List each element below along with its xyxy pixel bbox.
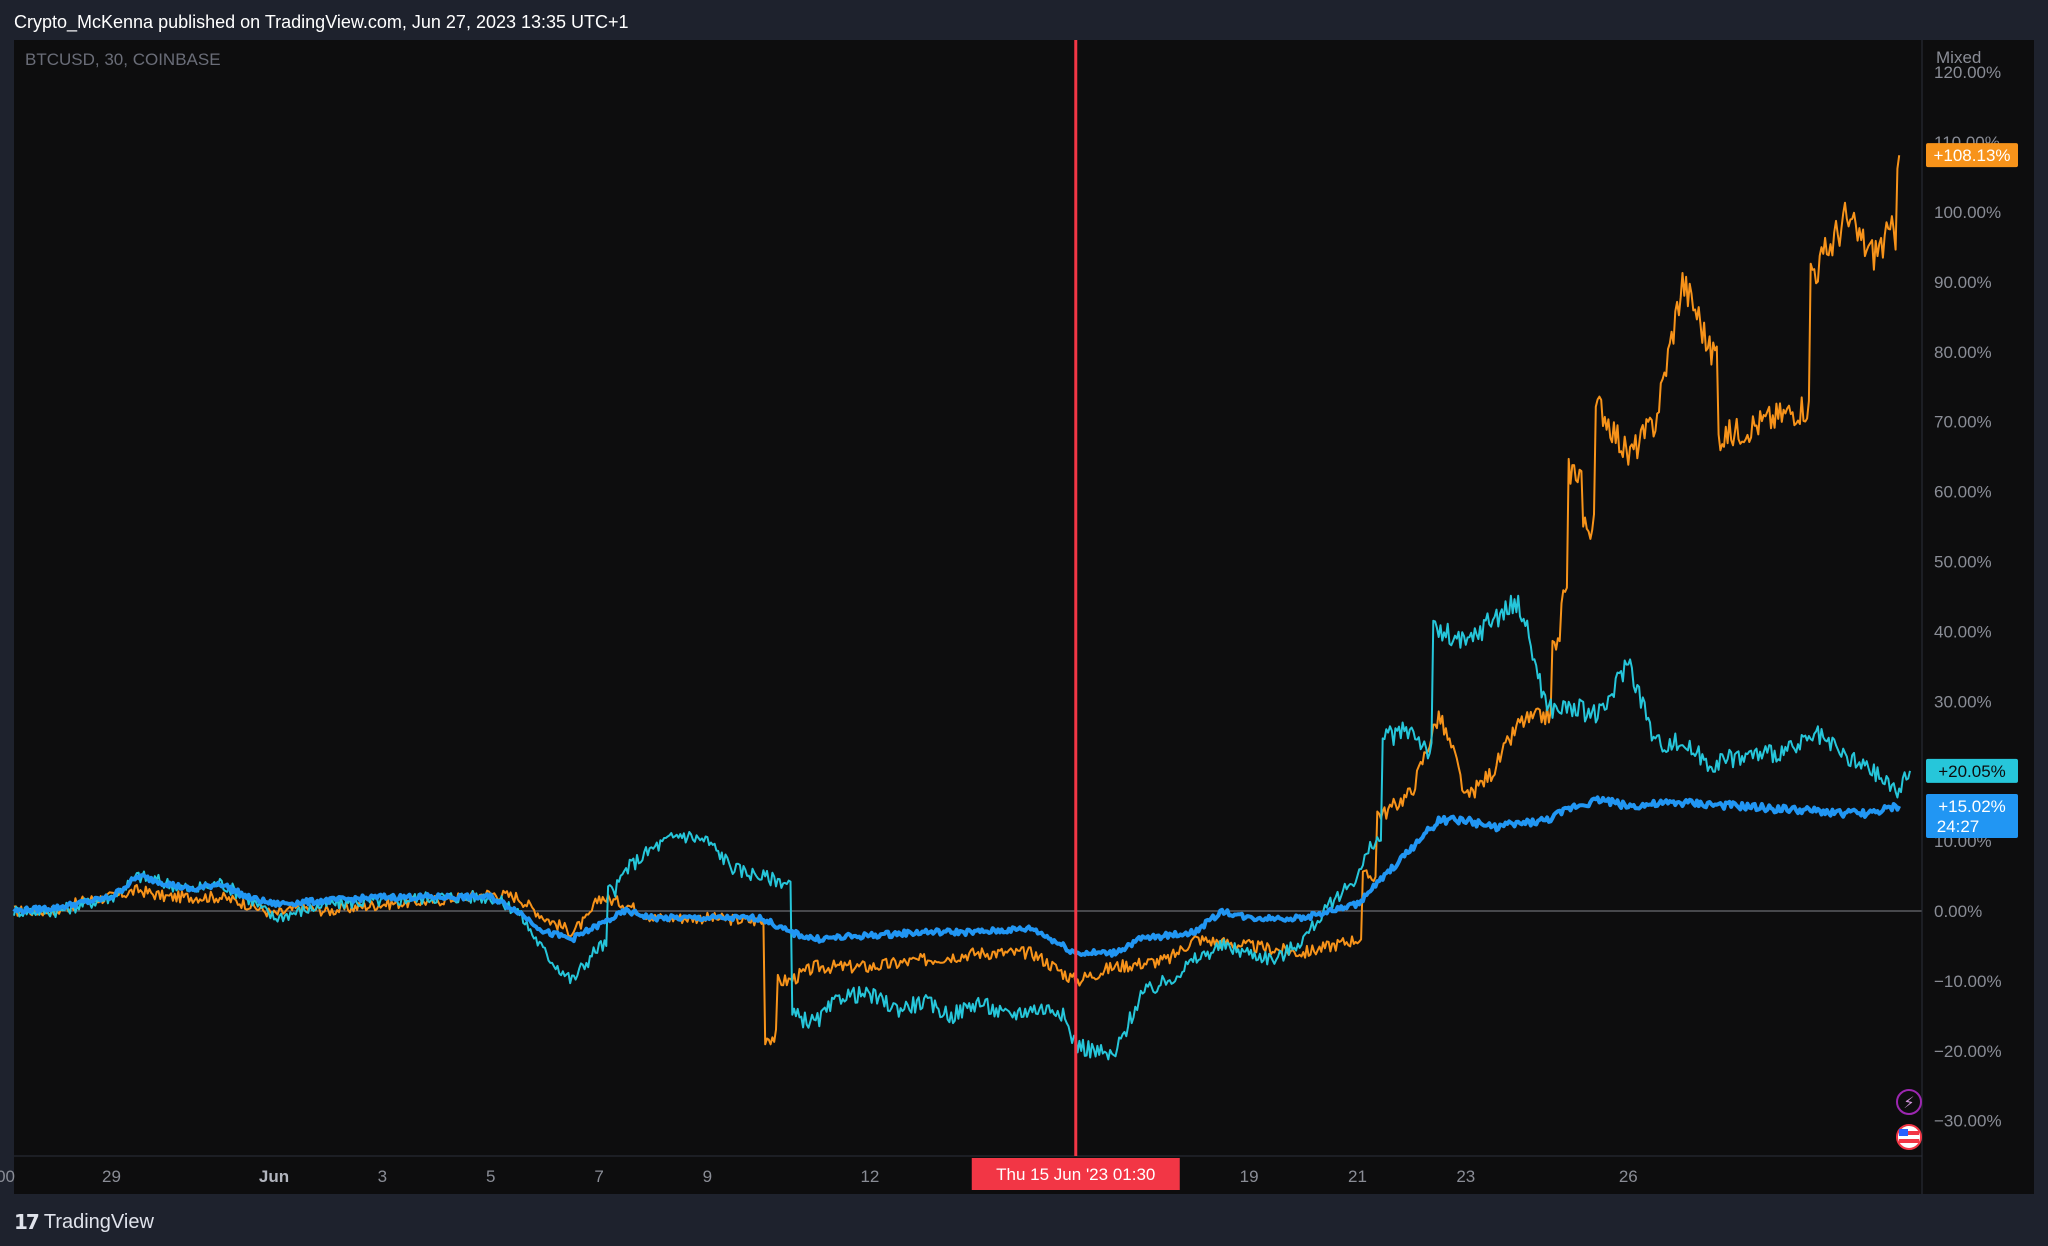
tradingview-brand[interactable]: 𝟭𝟳 TradingView [14,1210,154,1235]
tradingview-logo-icon: 𝟭𝟳 [14,1212,40,1234]
x-tick-label: 21 [1348,1167,1367,1186]
x-tick-label: 26 [1619,1167,1638,1186]
flag-stripe [1899,1139,1919,1143]
crosshair-time-badge [971,1158,1180,1190]
y-tick-label: 50.00% [1934,553,1992,572]
y-tick-label: 60.00% [1934,483,1992,502]
symbol-label[interactable]: BTCUSD, 30, COINBASE [25,50,221,69]
y-tick-label: 100.00% [1934,203,2001,222]
x-tick-label: 3 [378,1167,387,1186]
y-tick-label: 90.00% [1934,273,1992,292]
y-tick-label: −10.00% [1934,972,2002,991]
y-tick-label: −20.00% [1934,1042,2002,1061]
last-value-badge [1926,143,2018,168]
flag-canton [1899,1129,1908,1136]
series-line [12,795,1901,958]
y-tick-label: 30.00% [1934,692,1992,711]
y-tick-label: 120.00% [1934,63,2001,82]
chart-pane[interactable] [14,40,2034,1194]
y-tick-label: 70.00% [1934,413,1992,432]
lightning-icon [1896,1089,1922,1115]
published-header: Crypto_McKenna published on TradingView.… [14,12,629,32]
x-tick-label: 29 [102,1167,121,1186]
last-value-label: +15.02% [1938,797,2006,816]
y-tick-label: 0.00% [1934,902,1982,921]
series-line [13,155,1901,1046]
scale-mode-button[interactable]: Mixed [1936,48,1982,67]
lightning-glyph: ⚡ [1903,1093,1914,1112]
last-value-badge [1926,794,2018,839]
us-flag-icon [1896,1124,1922,1150]
last-value-badge [1926,758,2018,783]
last-value-label: +108.13% [1933,146,2010,165]
x-tick-label: 19 [1240,1167,1259,1186]
series-line [13,594,1911,1061]
overlay-layer: +108.13% +20.05% +15.02%24:27 Thu 15 Jun '2… [971,40,2018,1190]
x-tick-label: Jun [259,1167,289,1186]
x-tick-label: 23 [1456,1167,1475,1186]
x-tick-label: 5 [486,1167,495,1186]
x-tick-label: :00 [0,1167,15,1186]
y-tick-label: 80.00% [1934,343,1992,362]
x-tick-label: 7 [594,1167,603,1186]
x-tick-label: 12 [860,1167,879,1186]
series-layer [12,155,1911,1061]
brand-label: TradingView [43,1211,154,1233]
flag-stripe [1899,1131,1919,1135]
y-tick-label: 40.00% [1934,622,1992,641]
y-tick-label: −30.00% [1934,1112,2002,1131]
axis-layer: 120.00%110.00%100.00%90.00%80.00%70.00%6… [0,40,2002,1194]
last-value-label: +20.05% [1938,762,2006,781]
countdown-label: 24:27 [1937,817,1980,836]
x-tick-label: 9 [703,1167,712,1186]
crosshair-time-label: Thu 15 Jun '23 01:30 [996,1165,1155,1184]
